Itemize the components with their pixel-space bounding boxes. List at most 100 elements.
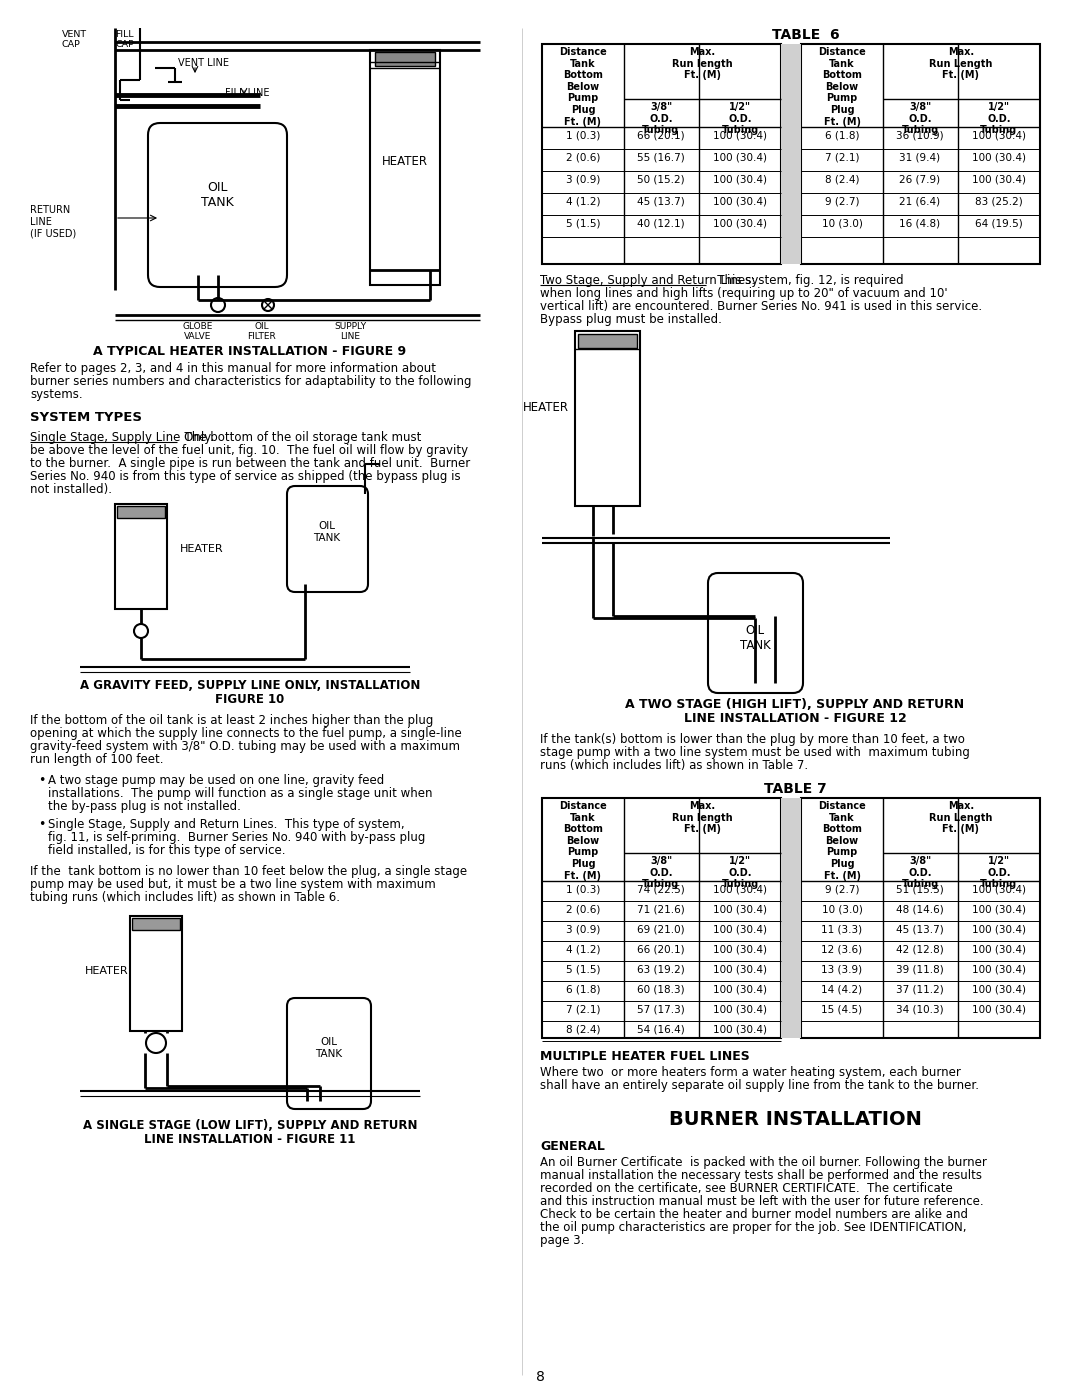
Text: 100 (30.4): 100 (30.4): [713, 130, 767, 140]
Text: VENT
CAP: VENT CAP: [62, 29, 87, 49]
Text: 8: 8: [536, 1370, 544, 1384]
Text: If the  tank bottom is no lower than 10 feet below the plug, a single stage: If the tank bottom is no lower than 10 f…: [30, 865, 468, 877]
Text: 1/2"
O.D.
Tubing: 1/2" O.D. Tubing: [981, 856, 1017, 890]
Text: •: •: [38, 774, 45, 787]
Text: 100 (30.4): 100 (30.4): [972, 923, 1026, 935]
Text: 1/2"
O.D.
Tubing: 1/2" O.D. Tubing: [721, 856, 758, 890]
Text: 83 (25.2): 83 (25.2): [975, 196, 1023, 205]
Text: TABLE 7: TABLE 7: [764, 782, 826, 796]
Text: Bypass plug must be installed.: Bypass plug must be installed.: [540, 313, 721, 326]
Text: FILL
CAP: FILL CAP: [114, 29, 134, 49]
Text: 5 (1.5): 5 (1.5): [566, 964, 600, 974]
Bar: [130, 916, 183, 1031]
Circle shape: [211, 298, 225, 312]
Text: The bottom of the oil storage tank must: The bottom of the oil storage tank must: [177, 432, 421, 444]
Text: If the tank(s) bottom is lower than the plug by more than 10 feet, a two: If the tank(s) bottom is lower than the …: [540, 733, 964, 746]
Text: 16 (4.8): 16 (4.8): [900, 218, 941, 228]
Bar: [132, 918, 180, 930]
Text: burner series numbers and characteristics for adaptability to the following: burner series numbers and characteristic…: [30, 374, 472, 388]
Circle shape: [146, 1032, 166, 1053]
Text: 100 (30.4): 100 (30.4): [713, 964, 767, 974]
Text: gravity-feed system with 3/8" O.D. tubing may be used with a maximum: gravity-feed system with 3/8" O.D. tubin…: [30, 740, 460, 753]
FancyBboxPatch shape: [708, 573, 804, 693]
Text: This system, fig. 12, is required: This system, fig. 12, is required: [706, 274, 904, 286]
Text: shall have an entirely separate oil supply line from the tank to the burner.: shall have an entirely separate oil supp…: [540, 1078, 978, 1092]
Text: 66 (20.1): 66 (20.1): [637, 130, 685, 140]
Text: 100 (30.4): 100 (30.4): [713, 884, 767, 894]
Text: 100 (30.4): 100 (30.4): [713, 1024, 767, 1034]
Text: A SINGLE STAGE (LOW LIFT), SUPPLY AND RETURN: A SINGLE STAGE (LOW LIFT), SUPPLY AND RE…: [83, 1119, 417, 1132]
FancyBboxPatch shape: [148, 123, 287, 286]
Text: 6 (1.8): 6 (1.8): [825, 130, 860, 140]
Text: A TYPICAL HEATER INSTALLATION - FIGURE 9: A TYPICAL HEATER INSTALLATION - FIGURE 9: [94, 345, 406, 358]
Text: Distance
Tank
Bottom
Below
Pump
Plug
Ft. (M): Distance Tank Bottom Below Pump Plug Ft.…: [819, 800, 866, 880]
Text: 4 (1.2): 4 (1.2): [566, 944, 600, 954]
Text: 100 (30.4): 100 (30.4): [972, 983, 1026, 995]
Text: Series No. 940 is from this type of service as shipped (the bypass plug is: Series No. 940 is from this type of serv…: [30, 469, 461, 483]
Text: 64 (19.5): 64 (19.5): [975, 218, 1023, 228]
Text: A two stage pump may be used on one line, gravity feed: A two stage pump may be used on one line…: [48, 774, 384, 787]
Text: 100 (30.4): 100 (30.4): [713, 944, 767, 954]
Text: 100 (30.4): 100 (30.4): [713, 923, 767, 935]
Text: OIL
FILTER: OIL FILTER: [247, 321, 276, 341]
Text: 66 (20.1): 66 (20.1): [637, 944, 685, 954]
Text: 100 (30.4): 100 (30.4): [713, 218, 767, 228]
Text: 7 (2.1): 7 (2.1): [566, 1004, 600, 1014]
Text: 1/2"
O.D.
Tubing: 1/2" O.D. Tubing: [981, 102, 1017, 136]
Text: GLOBE
VALVE: GLOBE VALVE: [183, 321, 213, 341]
Text: Check to be certain the heater and burner model numbers are alike and: Check to be certain the heater and burne…: [540, 1208, 968, 1221]
Text: 1 (0.3): 1 (0.3): [566, 884, 600, 894]
Text: 100 (30.4): 100 (30.4): [972, 904, 1026, 914]
Text: Distance
Tank
Bottom
Below
Pump
Plug
Ft. (M): Distance Tank Bottom Below Pump Plug Ft.…: [559, 47, 607, 127]
Text: FILL LINE: FILL LINE: [225, 88, 270, 98]
Text: OIL
TANK: OIL TANK: [313, 521, 340, 543]
Text: 4 (1.2): 4 (1.2): [566, 196, 600, 205]
Text: MULTIPLE HEATER FUEL LINES: MULTIPLE HEATER FUEL LINES: [540, 1051, 750, 1063]
Bar: [575, 331, 640, 506]
Text: 2 (0.6): 2 (0.6): [566, 904, 600, 914]
FancyBboxPatch shape: [287, 997, 372, 1109]
Text: 57 (17.3): 57 (17.3): [637, 1004, 685, 1014]
Text: 13 (3.9): 13 (3.9): [822, 964, 863, 974]
Text: 100 (30.4): 100 (30.4): [972, 130, 1026, 140]
Text: HEATER: HEATER: [85, 965, 129, 977]
Text: 74 (22.5): 74 (22.5): [637, 884, 685, 894]
Text: 100 (30.4): 100 (30.4): [713, 196, 767, 205]
Text: •: •: [38, 819, 45, 831]
Text: systems.: systems.: [30, 388, 83, 401]
Text: 15 (4.5): 15 (4.5): [822, 1004, 863, 1014]
Text: and this instruction manual must be left with the user for future reference.: and this instruction manual must be left…: [540, 1194, 984, 1208]
Text: 3 (0.9): 3 (0.9): [566, 175, 600, 184]
Text: tubing runs (which includes lift) as shown in Table 6.: tubing runs (which includes lift) as sho…: [30, 891, 340, 904]
Text: Two Stage, Supply and Return Lines:: Two Stage, Supply and Return Lines:: [540, 274, 755, 286]
Text: 100 (30.4): 100 (30.4): [972, 884, 1026, 894]
Text: manual installation the necessary tests shall be performed and the results: manual installation the necessary tests …: [540, 1169, 982, 1182]
Text: the by-pass plug is not installed.: the by-pass plug is not installed.: [48, 800, 241, 813]
Text: Max.
Run Length
Ft. (M): Max. Run Length Ft. (M): [929, 47, 993, 80]
Bar: [801, 43, 1040, 264]
Text: LINE INSTALLATION - FIGURE 11: LINE INSTALLATION - FIGURE 11: [145, 1133, 355, 1146]
Text: Max.
Run length
Ft. (M): Max. Run length Ft. (M): [672, 800, 732, 834]
Text: A GRAVITY FEED, SUPPLY LINE ONLY, INSTALLATION: A GRAVITY FEED, SUPPLY LINE ONLY, INSTAL…: [80, 679, 420, 692]
Text: 63 (19.2): 63 (19.2): [637, 964, 685, 974]
Text: 3/8"
O.D.
Tubing: 3/8" O.D. Tubing: [643, 102, 679, 136]
Bar: [114, 504, 167, 609]
Text: 100 (30.4): 100 (30.4): [713, 983, 767, 995]
Text: VENT LINE: VENT LINE: [178, 59, 229, 68]
Text: field installed, is for this type of service.: field installed, is for this type of ser…: [48, 844, 285, 856]
FancyBboxPatch shape: [287, 486, 368, 592]
Text: SUPPLY
LINE: SUPPLY LINE: [334, 321, 366, 341]
Text: Max.
Run length
Ft. (M): Max. Run length Ft. (M): [672, 47, 732, 80]
Text: 31 (9.4): 31 (9.4): [900, 152, 941, 162]
Text: Single Stage, Supply and Return Lines.  This type of system,: Single Stage, Supply and Return Lines. T…: [48, 819, 405, 831]
Text: GENERAL: GENERAL: [540, 1140, 605, 1153]
Text: HEATER: HEATER: [180, 543, 224, 555]
Text: 50 (15.2): 50 (15.2): [637, 175, 685, 184]
Text: not installed).: not installed).: [30, 483, 112, 496]
Text: 26 (7.9): 26 (7.9): [900, 175, 941, 184]
Text: 3/8"
O.D.
Tubing: 3/8" O.D. Tubing: [902, 856, 939, 890]
Bar: [801, 798, 1040, 1038]
Text: 8 (2.4): 8 (2.4): [825, 175, 860, 184]
Text: 51 (15.5): 51 (15.5): [896, 884, 944, 894]
Text: 10 (3.0): 10 (3.0): [822, 904, 863, 914]
